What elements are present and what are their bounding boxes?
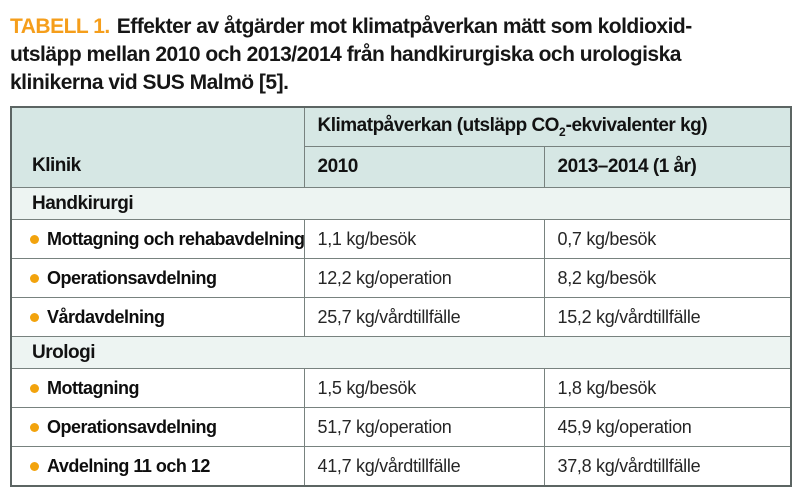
bullet-icon (30, 461, 39, 471)
row-label: Operationsavdelning (47, 416, 217, 437)
table-row: Operationsavdelning 51,7 kg/operation 45… (10, 407, 792, 447)
value-2010-cell: 51,7 kg/operation (303, 407, 545, 447)
title-text-line-2: utsläpp mellan 2010 och 2013/2014 från h… (10, 43, 681, 66)
header-2013-cell: 2013–2014 (1 år) (543, 146, 792, 188)
title-text-line-3: klinikerna vid SUS Malmö [5]. (10, 71, 289, 94)
bullet-icon (30, 273, 39, 283)
header-group-text-post: -ekvivalenter kg) (565, 115, 708, 137)
value-2010-cell: 25,7 kg/vårdtillfälle (303, 297, 545, 337)
bullet-icon (30, 312, 39, 322)
value-2013-cell: 0,7 kg/besök (543, 219, 792, 259)
row-label-cell: Operationsavdelning (10, 258, 305, 298)
table-row: Mottagning och rehabavdelning 1,1 kg/bes… (10, 219, 792, 259)
bullet-icon (30, 234, 39, 244)
value-2013-cell: 8,2 kg/besök (543, 258, 792, 298)
header-2010-cell: 2010 (303, 146, 545, 188)
row-label: Mottagning och rehabavdelning (47, 228, 304, 249)
value-2010-cell: 12,2 kg/operation (303, 258, 545, 298)
co2-subscript: 2 (558, 124, 566, 139)
row-label: Vårdavdelning (47, 306, 165, 327)
value-2010-cell: 1,5 kg/besök (303, 368, 545, 408)
value-2013-cell: 15,2 kg/vårdtillfälle (543, 297, 792, 337)
bullet-icon (30, 422, 39, 432)
header-group-text-pre: Klimatpåverkan (utsläpp CO (317, 115, 560, 137)
table-row: Vårdavdelning 25,7 kg/vårdtillfälle 15,2… (10, 297, 792, 337)
title-text-line-1: Effekter av åtgärder mot klimatpåverkan … (116, 15, 693, 38)
value-2010-cell: 1,1 kg/besök (303, 219, 545, 259)
value-2013-cell: 37,8 kg/vårdtillfälle (543, 446, 792, 487)
section-name: Urologi (10, 336, 792, 369)
section-row-urologi: Urologi (10, 336, 792, 369)
row-label-cell: Operationsavdelning (10, 407, 305, 447)
effects-table: Klinik Klimatpåverkan (utsläpp CO2-ekviv… (10, 106, 793, 487)
row-label: Operationsavdelning (47, 267, 217, 288)
row-label: Mottagning (47, 377, 139, 398)
value-2013-cell: 1,8 kg/besök (543, 368, 792, 408)
value-2013-cell: 45,9 kg/operation (543, 407, 792, 447)
row-label-cell: Vårdavdelning (10, 297, 305, 337)
table-number-label: TABELL 1. (10, 15, 110, 38)
bullet-icon (30, 383, 39, 393)
row-label: Avdelning 11 och 12 (47, 455, 210, 476)
header-row-years: 2010 2013–2014 (1 år) (11, 146, 792, 188)
section-row-handkirurgi: Handkirurgi (10, 187, 792, 220)
table-row: Operationsavdelning 12,2 kg/operation 8,… (10, 258, 792, 298)
page-title: TABELL 1. Effekter av åtgärder mot klimat… (0, 0, 800, 97)
value-2010-cell: 41,7 kg/vårdtillfälle (303, 446, 545, 487)
row-label-cell: Avdelning 11 och 12 (10, 446, 305, 487)
row-label-cell: Mottagning och rehabavdelning (10, 219, 305, 259)
header-group-cell: Klimatpåverkan (utsläpp CO2-ekvivalenter… (303, 106, 792, 147)
header-klinik-cell: Klinik (10, 106, 305, 188)
title-line-1: TABELL 1. Effekter av åtgärder mot klimat… (10, 13, 792, 41)
table-row: Avdelning 11 och 12 41,7 kg/vårdtillfäll… (10, 446, 792, 487)
header-row-group: Klinik Klimatpåverkan (utsläpp CO2-ekviv… (10, 106, 792, 188)
section-name: Handkirurgi (10, 187, 792, 220)
row-label-cell: Mottagning (10, 368, 305, 408)
table-row: Mottagning 1,5 kg/besök 1,8 kg/besök (10, 368, 792, 408)
